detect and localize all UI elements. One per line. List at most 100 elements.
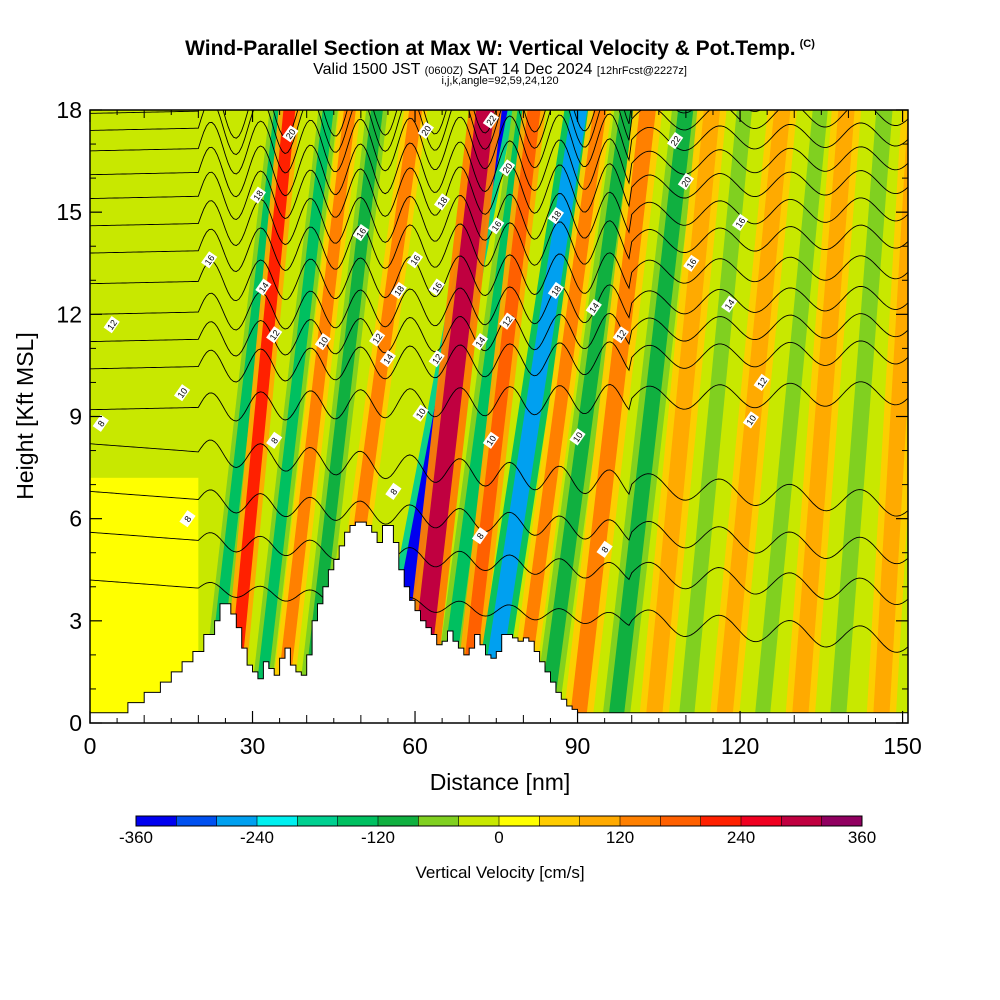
y-axis-title: Height [Kft MSL] <box>12 332 38 499</box>
velocity-band-core <box>569 110 656 723</box>
isentrope-label: 8 <box>471 527 489 545</box>
isentrope-label: 16 <box>406 251 424 269</box>
velocity-band-core <box>405 110 495 723</box>
isentrope-label-bg <box>379 349 397 368</box>
isentrope-label-text: 8 <box>96 419 107 429</box>
isentrope-line <box>90 340 908 383</box>
isentrope-label-bg <box>683 254 700 272</box>
isentrope-label-bg <box>352 223 370 242</box>
isentrope-label-bg <box>103 315 120 334</box>
y-tick-label: 3 <box>69 608 82 634</box>
isentrope-label: 20 <box>417 121 435 140</box>
y-tick-label: 6 <box>69 506 82 532</box>
isentrope-label-bg <box>666 131 684 150</box>
isentrope-label-text: 16 <box>490 219 504 233</box>
isentrope-label-text: 12 <box>501 314 515 328</box>
isentrope-label-text: 10 <box>316 335 330 349</box>
isentrope-label-text: 16 <box>203 253 217 267</box>
isentrope-label: 10 <box>742 411 760 429</box>
isentrope-line <box>90 531 908 606</box>
isentrope-line <box>90 579 908 653</box>
velocity-band-core <box>477 110 588 723</box>
isentrope-line <box>90 220 908 272</box>
isentrope-label-text: 8 <box>269 436 280 446</box>
colorbar: -360 -240 -120 0 120 240 360 <box>119 815 876 847</box>
isentrope-label-text: 10 <box>571 430 585 444</box>
isentrope-label-bg <box>417 121 435 140</box>
colorbar-tick-label: -240 <box>240 828 274 847</box>
colorbar-tick-label: 240 <box>727 828 755 847</box>
isentrope-label-text: 18 <box>549 209 563 223</box>
isentrope-label-text: 16 <box>734 216 748 230</box>
x-tick-label: 60 <box>402 733 428 759</box>
isentrope-label-text: 8 <box>475 531 486 541</box>
isentrope-label-bg <box>721 295 738 313</box>
isentrope-label-text: 12 <box>614 328 628 342</box>
isentrope-line <box>90 489 908 565</box>
isentrope-label-bg <box>498 159 516 177</box>
isentrope-label: 12 <box>498 312 516 330</box>
isentrope-label: 8 <box>266 431 283 449</box>
y-tick-label: 9 <box>69 404 82 430</box>
isentrope-label-bg <box>612 326 630 344</box>
isentrope-label-bg <box>547 281 565 300</box>
isentrope-label-text: 16 <box>354 226 368 240</box>
isentrope-line <box>90 110 908 156</box>
velocity-band-core <box>872 110 908 723</box>
isentrope-line <box>90 113 908 175</box>
colorbar-tick-label: -120 <box>361 828 395 847</box>
isentrope-label-text: 8 <box>182 514 193 524</box>
isentrope-label: 14 <box>471 332 489 351</box>
isentrope-label-text: 12 <box>105 318 119 332</box>
isentrope-label: 14 <box>379 349 397 368</box>
isentrope-label-text: 10 <box>484 434 498 448</box>
isentrope-line <box>90 381 908 422</box>
isentrope-label-bg <box>282 125 299 143</box>
isentrope-label-text: 18 <box>251 188 265 202</box>
colorbar-swatch <box>700 816 742 826</box>
isentrope-label: 12 <box>753 373 770 392</box>
colorbar-swatch <box>660 816 702 826</box>
isentrope-label-text: 22 <box>669 134 683 148</box>
y-tick-label: 18 <box>56 97 82 123</box>
isentrope-label-bg <box>406 251 424 269</box>
colorbar-swatch <box>378 816 419 826</box>
isentrope-label-bg <box>179 510 196 528</box>
isentrope-label-bg <box>428 349 445 368</box>
isentrope-line <box>90 284 908 331</box>
isentrope-label-text: 20 <box>501 161 515 175</box>
x-axis-title: Distance [nm] <box>430 769 571 795</box>
isentrope-label-bg <box>390 281 407 300</box>
colorbar-swatch <box>741 816 782 826</box>
isentrope-label-text: 22 <box>484 114 498 128</box>
isentrope-label-bg <box>482 431 500 449</box>
isentrope-label-text: 18 <box>549 284 563 298</box>
isentrope-label: 8 <box>385 482 402 501</box>
colorbar-tick-label: 360 <box>848 828 876 847</box>
isentrope-label-bg <box>92 414 109 432</box>
colorbar-swatch <box>216 816 258 826</box>
isentrope-label-text: 14 <box>723 297 737 311</box>
x-tick-label: 150 <box>883 733 921 759</box>
terrain-profile <box>90 521 908 723</box>
isentrope-line <box>90 138 908 198</box>
isentrope-label-text: 16 <box>408 253 422 267</box>
velocity-band-core <box>754 110 828 723</box>
isentrope-label-bg <box>428 278 445 296</box>
isentrope-label-bg <box>249 186 267 204</box>
isentrope-label: 14 <box>585 298 602 317</box>
chart-title: Wind-Parallel Section at Max W: Vertical… <box>185 37 815 60</box>
colorbar-swatch <box>579 816 621 826</box>
colorbar-swatch <box>781 816 823 826</box>
isentrope-label-text: 14 <box>257 280 271 294</box>
isentrope-label: 12 <box>103 315 120 334</box>
colorbar-tick-label: 0 <box>494 828 503 847</box>
isentrope-label-text: 14 <box>381 352 395 366</box>
isentrope-label-text: 14 <box>587 301 601 315</box>
isentrope-line <box>90 312 908 357</box>
isentrope-label: 12 <box>612 326 630 344</box>
isentrope-label-bg <box>173 384 191 402</box>
isentrope-label: 14 <box>721 295 738 313</box>
isentrope-label-bg <box>412 404 429 422</box>
velocity-band-core <box>607 110 694 723</box>
